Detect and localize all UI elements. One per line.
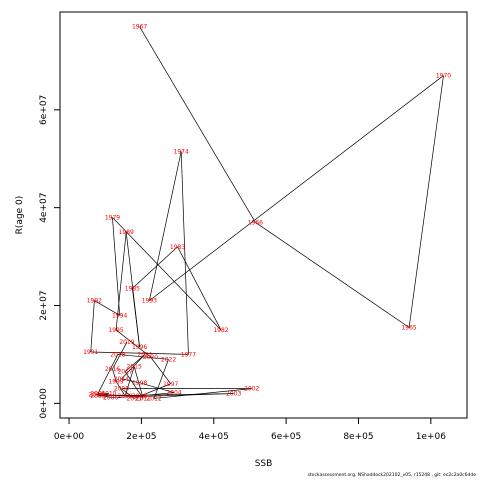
point-label-2020: 2020: [143, 354, 158, 361]
point-label-2008: 2008: [132, 393, 147, 400]
series-segment: [121, 378, 140, 384]
point-label-1989: 1989: [119, 229, 134, 236]
series-segment: [94, 300, 120, 316]
series-segment: [90, 300, 95, 352]
point-label-2005: 2005: [90, 393, 105, 400]
series-segment: [149, 151, 182, 301]
point-label-2011: 2011: [136, 395, 151, 402]
point-label-2001: 2001: [90, 391, 105, 398]
x-tick-label: 6e+05: [271, 432, 301, 442]
series-segment: [96, 394, 111, 398]
series-segment: [115, 232, 127, 330]
series-group: [90, 26, 444, 399]
y-tick-label: 4e+07: [39, 193, 49, 223]
series-segment: [115, 381, 126, 397]
series-segment: [112, 368, 117, 382]
x-axis-title: SSB: [255, 459, 273, 469]
series-segment: [149, 75, 444, 301]
point-label-2017: 2017: [117, 369, 132, 376]
series-segment: [255, 222, 410, 328]
point-label-2007: 2007: [89, 392, 104, 399]
point-label-2019: 2019: [119, 339, 134, 346]
axes-group: 0e+00 2e+05 4e+05 6e+05 8e+05 1e+06 0e+00 2e+07…: [15, 11, 468, 469]
y-tick-label: 6e+07: [39, 95, 49, 125]
point-label-1997: 1997: [163, 381, 178, 388]
point-label-2000: 2000: [114, 386, 129, 393]
point-label-2016: 2016: [105, 366, 120, 373]
point-label-1983: 1983: [170, 244, 185, 251]
series-segment: [132, 246, 178, 289]
point-label-1999: 1999: [108, 378, 123, 385]
x-tick-label: 1e+06: [416, 432, 447, 442]
series-segment: [112, 342, 128, 370]
x-tick-label: 2e+05: [126, 432, 156, 442]
point-label-1977: 1977: [181, 351, 196, 358]
point-label-1998: 1998: [132, 380, 147, 387]
series-segment: [124, 371, 144, 399]
point-label-1974: 1974: [174, 148, 189, 155]
point-label-1993: 1993: [142, 298, 157, 305]
series-segment: [154, 388, 252, 399]
credit-footnote: stockassessment.org, NShaddock202102_v05…: [307, 473, 476, 478]
series-segment: [110, 393, 234, 398]
series-segment: [117, 354, 169, 360]
point-label-1992: 1992: [87, 298, 102, 305]
series-segment: [139, 26, 256, 223]
point-label-2010: 2010: [101, 391, 116, 398]
series-segment: [96, 394, 140, 397]
x-tick-label: 8e+05: [343, 432, 373, 442]
point-label-1991: 1991: [83, 349, 98, 356]
series-segment: [97, 354, 119, 394]
point-label-2012: 2012: [146, 395, 161, 402]
series-segment: [139, 382, 175, 393]
series-segment: [139, 392, 174, 397]
point-label-1965: 1965: [401, 325, 416, 332]
point-label-1994: 1994: [112, 312, 127, 319]
x-tick-label: 0e+00: [54, 432, 85, 442]
y-axis-title: R(age 0): [15, 196, 25, 235]
point-label-1966: 1966: [248, 219, 263, 226]
point-label-1982: 1982: [213, 327, 228, 334]
series-segment: [177, 246, 222, 331]
series-segment: [153, 359, 169, 399]
point-label-2002: 2002: [244, 386, 259, 393]
point-label-2022: 2022: [161, 356, 176, 363]
series-segment: [125, 232, 140, 348]
point-label-2021: 2021: [137, 351, 152, 358]
point-label-2015: 2015: [127, 364, 142, 371]
series-segment: [90, 351, 189, 355]
series-segment: [121, 354, 146, 380]
series-segment: [115, 329, 151, 358]
series-segment: [112, 217, 121, 316]
point-label-1967: 1967: [132, 24, 147, 31]
point-label-1970: 1970: [436, 73, 451, 80]
point-label-1996: 1996: [132, 344, 147, 351]
series-segment: [124, 366, 135, 397]
point-label-1985: 1985: [125, 285, 140, 292]
x-tick-label: 4e+05: [199, 432, 229, 442]
point-label-2018: 2018: [110, 351, 125, 358]
series-segment: [408, 75, 444, 328]
point-label-2013: 2013: [127, 395, 142, 402]
series-segment: [180, 151, 189, 355]
point-label-2009: 2009: [117, 393, 132, 400]
point-label-2006: 2006: [103, 394, 118, 401]
point-label-1995: 1995: [108, 327, 123, 334]
point-label-2014: 2014: [114, 376, 129, 383]
point-label-1979: 1979: [105, 214, 120, 221]
series-segment: [124, 354, 146, 372]
point-label-2004: 2004: [166, 390, 181, 397]
point-label-2003: 2003: [226, 391, 241, 398]
series-segment: [133, 366, 144, 399]
series-segment: [150, 356, 171, 384]
series-segment: [112, 217, 222, 331]
y-tick-label: 0e+00: [39, 388, 49, 419]
y-tick-label: 2e+07: [39, 290, 49, 320]
point-labels-group: 1965 1966 1967 1970 1974 1977 1979 1982 1983 1985…: [83, 24, 451, 403]
